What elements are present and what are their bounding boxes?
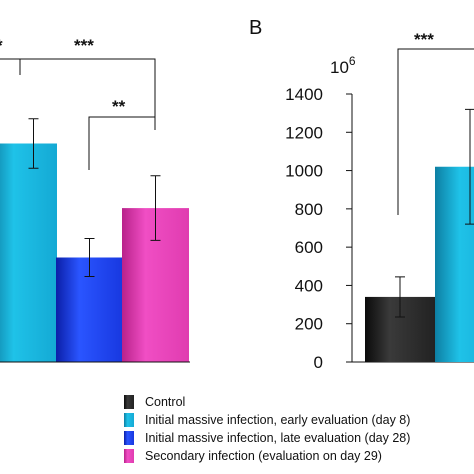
panel-b-tick-label-1400: 1400 — [285, 85, 323, 104]
panel-b: B 106 0 200 400 600 800 1000 1200 1400 *** — [249, 17, 474, 372]
panel-a-bracket-2 — [88, 116, 156, 170]
legend-label-3: Initial massive infection, late evaluati… — [145, 431, 410, 445]
panel-b-tick-label-600: 600 — [295, 238, 323, 257]
panel-a-error-bars — [28, 118, 161, 277]
legend: Control Initial massive infection, early … — [124, 395, 410, 463]
panel-b-error-bars — [395, 108, 474, 318]
panel-b-tick-label-1200: 1200 — [285, 123, 323, 142]
panel-a: ****** — [0, 36, 190, 363]
panel-b-label: B — [249, 17, 262, 39]
panel-a-sig-label-2: ** — [112, 97, 126, 116]
panel-b-bar-2 — [435, 166, 474, 362]
panel-a-sig-label-partial: * — [0, 36, 3, 55]
panel-a-error-bar-2 — [84, 238, 95, 277]
panel-b-bracket-1 — [397, 48, 474, 215]
legend-label-2: Initial massive infection, early evaluat… — [145, 413, 410, 427]
panel-b-bars — [365, 166, 474, 362]
panel-b-tick-label-1000: 1000 — [285, 162, 323, 181]
legend-label-1: Control — [145, 395, 185, 409]
legend-label-4: Secondary infection (evaluation on day 2… — [145, 449, 382, 463]
legend-swatch-4 — [124, 449, 134, 463]
legend-swatch-2 — [124, 413, 134, 427]
panel-a-error-bar-3 — [150, 175, 161, 241]
panel-b-scale-label: 106 — [330, 54, 356, 77]
panel-a-sig-label-1: *** — [74, 36, 94, 55]
panel-b-y-ticks: 0 200 400 600 800 1000 1200 1400 — [285, 85, 352, 372]
panel-b-tick-label-800: 800 — [295, 200, 323, 219]
panel-b-tick-label-0: 0 — [314, 353, 323, 372]
panel-a-bar-1 — [0, 143, 57, 362]
panel-a-significance: ****** — [0, 36, 156, 170]
panel-a-bracket-1 — [0, 58, 156, 128]
panel-b-tick-label-200: 200 — [295, 315, 323, 334]
panel-a-bars — [0, 143, 189, 362]
panel-a-error-bar-1 — [28, 118, 39, 169]
legend-swatch-1 — [124, 395, 134, 409]
panel-b-significance: *** — [397, 30, 474, 215]
panel-b-error-bar-2 — [465, 108, 474, 225]
panel-b-error-bar-1 — [395, 276, 405, 318]
panel-b-sig-label-1: *** — [414, 30, 434, 49]
legend-swatch-3 — [124, 431, 134, 445]
panel-b-tick-label-400: 400 — [295, 276, 323, 295]
